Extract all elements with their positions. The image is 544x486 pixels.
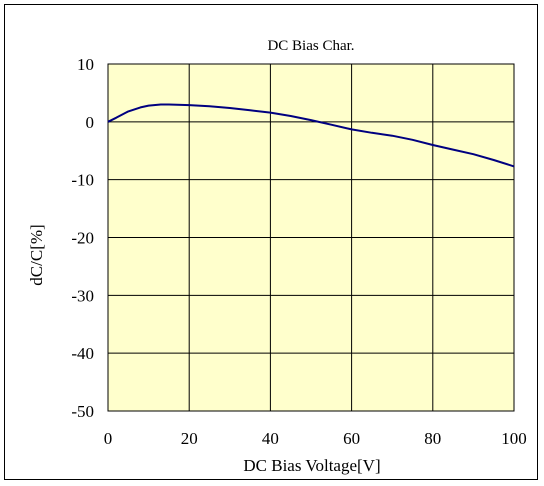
y-tick-labels: 10 0 -10 -20 -30 -40 -50	[71, 55, 94, 421]
x-tick-label: 20	[181, 429, 198, 448]
x-tick-label: 60	[343, 429, 360, 448]
y-tick-label: 0	[86, 113, 95, 132]
y-tick-label: -40	[71, 344, 94, 363]
x-tick-label: 40	[262, 429, 279, 448]
y-tick-label: -50	[71, 402, 94, 421]
grid-lines	[108, 64, 514, 411]
x-tick-labels: 0 20 40 60 80 100	[104, 429, 527, 448]
y-tick-label: 10	[77, 55, 94, 74]
x-axis-label: DC Bias Voltage[V]	[243, 456, 380, 475]
x-tick-label: 80	[424, 429, 441, 448]
series-line	[107, 103, 515, 168]
x-tick-label: 100	[501, 429, 527, 448]
y-axis-label: dC/C[%]	[27, 224, 46, 285]
x-tick-label: 0	[104, 429, 113, 448]
y-tick-label: -30	[71, 286, 94, 305]
series-group	[107, 103, 515, 168]
y-tick-label: -20	[71, 229, 94, 248]
chart-title: DC Bias Char.	[267, 38, 354, 54]
y-tick-label: -10	[71, 171, 94, 190]
